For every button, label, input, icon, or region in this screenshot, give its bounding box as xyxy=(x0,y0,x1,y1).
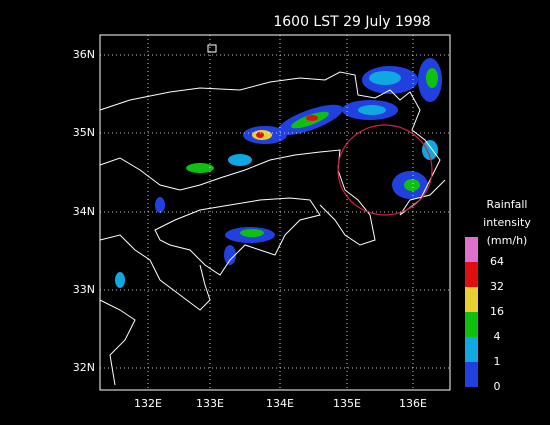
legend-label: 16 xyxy=(490,305,504,318)
lon-label: 135E xyxy=(333,397,361,410)
map-title: 1600 LST 29 July 1998 xyxy=(273,14,430,30)
coastlines xyxy=(99,44,446,386)
rainfall-echoes xyxy=(115,58,442,288)
legend-label: 0 xyxy=(494,380,501,393)
map-frame xyxy=(99,34,451,391)
legend-label: 4 xyxy=(494,330,501,343)
legend-swatch xyxy=(465,287,478,312)
legend-swatch xyxy=(465,237,478,262)
legend-title: intensity xyxy=(483,216,531,229)
lat-label: 33N xyxy=(73,283,95,296)
legend-title: (mm/h) xyxy=(487,234,528,247)
radar-range-circle xyxy=(337,124,433,216)
lon-label: 136E xyxy=(399,397,427,410)
legend-label: 1 xyxy=(494,355,501,368)
lon-label: 132E xyxy=(134,397,162,410)
legend-swatch xyxy=(465,337,478,362)
lat-label: 32N xyxy=(73,361,95,374)
legend-label: 64 xyxy=(490,255,504,268)
lat-label: 36N xyxy=(73,48,95,61)
legend-swatch xyxy=(465,312,478,337)
lat-label: 34N xyxy=(73,205,95,218)
lon-label: 134E xyxy=(266,397,294,410)
legend-label: 32 xyxy=(490,280,504,293)
legend-title: Rainfall xyxy=(487,198,528,211)
lon-label: 133E xyxy=(196,397,224,410)
lat-label: 35N xyxy=(73,126,95,139)
legend-swatch xyxy=(465,262,478,287)
legend-swatch xyxy=(465,362,478,387)
